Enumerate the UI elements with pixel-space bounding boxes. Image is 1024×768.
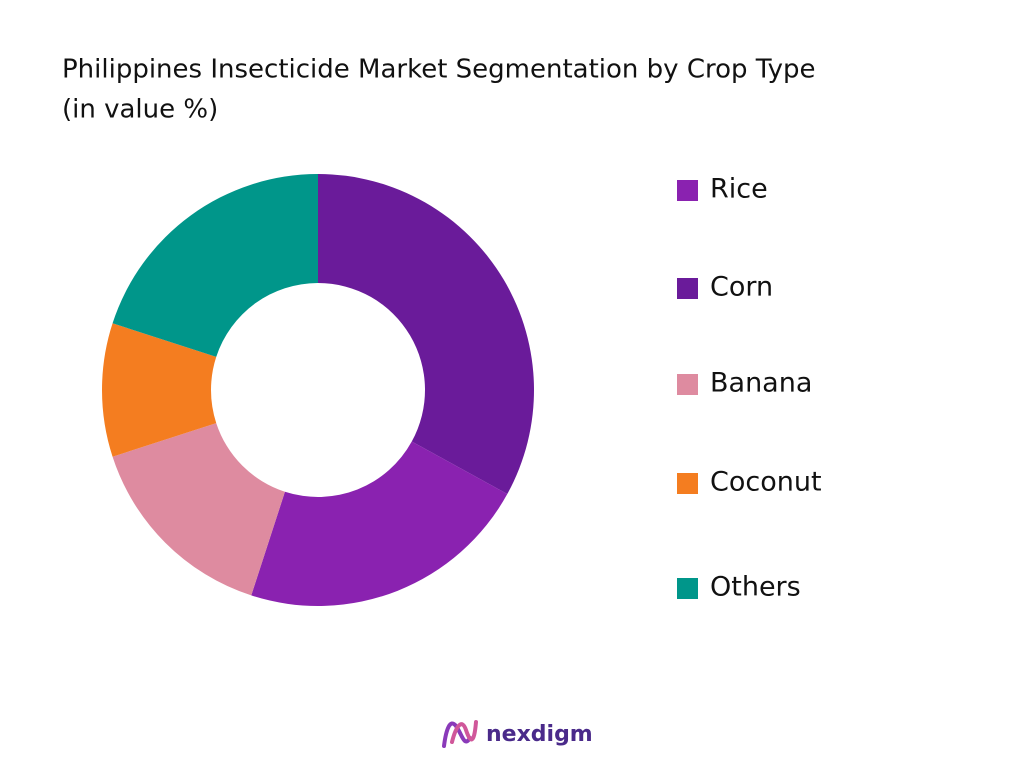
legend-label: Rice — [710, 174, 768, 205]
legend-swatch — [677, 578, 698, 599]
chart-title: Philippines Insecticide Market Segmentat… — [62, 55, 816, 85]
logo-text: nexdigm — [486, 722, 593, 747]
donut-slice — [318, 174, 535, 495]
legend-swatch — [677, 180, 698, 201]
donut-slice — [112, 423, 285, 596]
legend-swatch — [677, 278, 698, 299]
legend-label: Banana — [710, 368, 812, 399]
chart-subtitle: (in value %) — [62, 95, 218, 125]
donut-slice — [102, 323, 217, 457]
donut-slice — [251, 441, 508, 606]
legend-label: Others — [710, 572, 801, 603]
legend-swatch — [677, 473, 698, 494]
legend-swatch — [677, 374, 698, 395]
legend-label: Coconut — [710, 467, 822, 498]
donut-slice — [112, 174, 318, 357]
legend-label: Corn — [710, 272, 773, 303]
logo-icon — [442, 720, 478, 748]
